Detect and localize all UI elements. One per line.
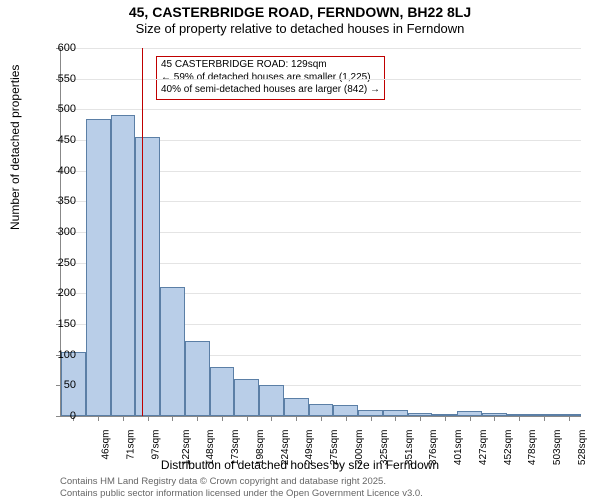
- x-tick: [271, 416, 272, 421]
- x-tick-label: 528sqm: [577, 430, 588, 466]
- histogram-bar: [135, 137, 160, 416]
- y-tick-label: 50: [42, 379, 76, 391]
- x-tick-label: 503sqm: [552, 430, 563, 466]
- y-tick-label: 500: [42, 103, 76, 115]
- x-tick: [296, 416, 297, 421]
- x-tick-label: 148sqm: [206, 430, 217, 466]
- x-tick-label: 351sqm: [404, 430, 415, 466]
- y-tick-label: 400: [42, 165, 76, 177]
- x-tick-label: 478sqm: [527, 430, 538, 466]
- histogram-bar: [333, 405, 358, 416]
- histogram-bar: [234, 379, 259, 416]
- annotation-line: 45 CASTERBRIDGE ROAD: 129sqm: [161, 59, 380, 72]
- x-tick-label: 452sqm: [503, 430, 514, 466]
- y-tick-label: 100: [42, 349, 76, 361]
- x-tick: [445, 416, 446, 421]
- gridline: [61, 48, 581, 49]
- y-tick-label: 250: [42, 257, 76, 269]
- x-tick: [172, 416, 173, 421]
- x-tick: [123, 416, 124, 421]
- y-tick-label: 200: [42, 287, 76, 299]
- y-tick-label: 450: [42, 134, 76, 146]
- y-tick-label: 550: [42, 73, 76, 85]
- x-tick-label: 198sqm: [255, 430, 266, 466]
- chart-plot-area: 45 CASTERBRIDGE ROAD: 129sqm← 59% of det…: [60, 48, 581, 417]
- x-tick-label: 122sqm: [181, 430, 192, 466]
- x-tick: [148, 416, 149, 421]
- page-title: 45, CASTERBRIDGE ROAD, FERNDOWN, BH22 8L…: [0, 4, 600, 20]
- histogram-bar: [259, 385, 284, 416]
- histogram-bar: [185, 341, 210, 416]
- y-tick-label: 350: [42, 195, 76, 207]
- x-tick: [544, 416, 545, 421]
- x-tick-label: 325sqm: [379, 430, 390, 466]
- annotation-line: 40% of semi-detached houses are larger (…: [161, 84, 380, 97]
- x-tick-label: 427sqm: [478, 430, 489, 466]
- footer-line2: Contains public sector information licen…: [60, 488, 423, 499]
- histogram-bar: [309, 404, 334, 416]
- x-tick: [569, 416, 570, 421]
- page-subtitle: Size of property relative to detached ho…: [0, 21, 600, 36]
- histogram-bar: [210, 367, 235, 416]
- x-tick: [197, 416, 198, 421]
- histogram-bar: [284, 398, 309, 416]
- x-tick: [98, 416, 99, 421]
- y-tick-label: 0: [42, 410, 76, 422]
- x-tick: [470, 416, 471, 421]
- x-tick: [321, 416, 322, 421]
- x-tick: [371, 416, 372, 421]
- x-tick: [420, 416, 421, 421]
- y-tick-label: 600: [42, 42, 76, 54]
- gridline: [61, 79, 581, 80]
- x-tick: [494, 416, 495, 421]
- footer-line1: Contains HM Land Registry data © Crown c…: [60, 476, 386, 487]
- y-axis-label: Number of detached properties: [8, 65, 22, 230]
- x-tick-label: 46sqm: [101, 430, 112, 460]
- y-tick-label: 300: [42, 226, 76, 238]
- x-tick-label: 173sqm: [230, 430, 241, 466]
- y-tick-label: 150: [42, 318, 76, 330]
- x-tick-label: 275sqm: [329, 430, 340, 466]
- x-tick: [222, 416, 223, 421]
- x-tick-label: 376sqm: [428, 430, 439, 466]
- x-tick: [519, 416, 520, 421]
- x-tick-label: 300sqm: [354, 430, 365, 466]
- x-tick-label: 249sqm: [305, 430, 316, 466]
- x-tick-label: 97sqm: [150, 430, 161, 460]
- x-tick-label: 401sqm: [453, 430, 464, 466]
- x-tick-label: 224sqm: [280, 430, 291, 466]
- x-tick-label: 71sqm: [126, 430, 137, 460]
- histogram-bar: [160, 287, 185, 416]
- histogram-bar: [111, 115, 136, 416]
- histogram-bar: [86, 119, 111, 416]
- x-tick: [247, 416, 248, 421]
- gridline: [61, 109, 581, 110]
- x-tick: [346, 416, 347, 421]
- marker-line: [142, 48, 143, 416]
- x-tick: [395, 416, 396, 421]
